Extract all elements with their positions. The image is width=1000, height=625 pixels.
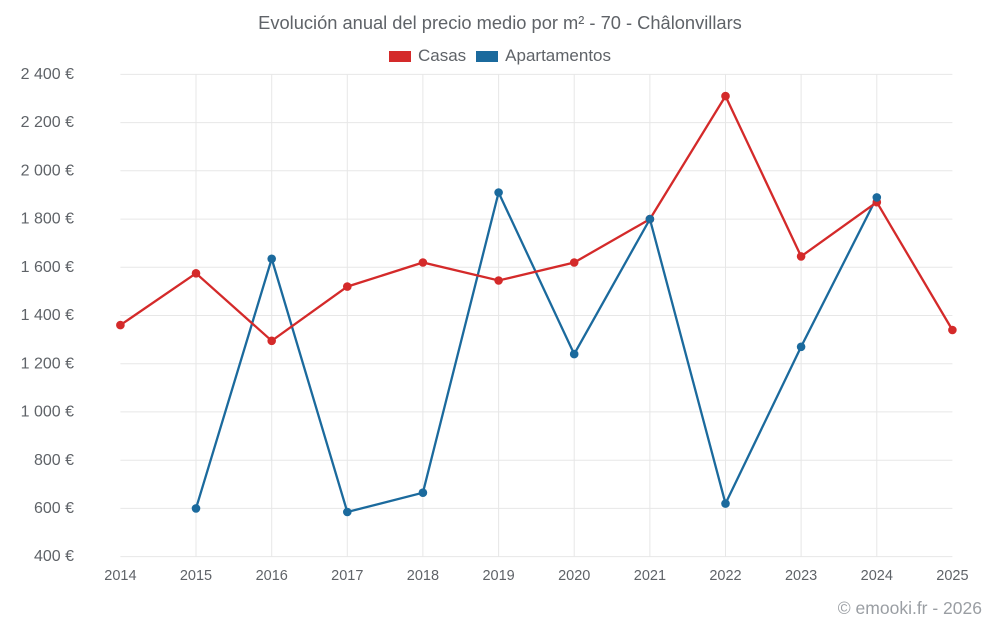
svg-text:2 000 €: 2 000 € (21, 162, 74, 179)
svg-text:2 200 €: 2 200 € (21, 114, 74, 131)
svg-text:1 600 €: 1 600 € (21, 259, 74, 276)
svg-text:2023: 2023 (785, 568, 817, 584)
svg-text:1 000 €: 1 000 € (21, 404, 74, 421)
svg-text:2017: 2017 (331, 568, 363, 584)
svg-text:1 200 €: 1 200 € (21, 355, 74, 372)
svg-text:2015: 2015 (180, 568, 212, 584)
svg-text:2014: 2014 (104, 568, 136, 584)
svg-text:2 400 €: 2 400 € (21, 66, 74, 83)
svg-text:2020: 2020 (558, 568, 590, 584)
svg-text:400 €: 400 € (34, 548, 74, 565)
svg-text:2018: 2018 (407, 568, 439, 584)
svg-text:2016: 2016 (256, 568, 288, 584)
svg-text:2025: 2025 (936, 568, 968, 584)
svg-text:600 €: 600 € (34, 500, 74, 517)
svg-text:2022: 2022 (709, 568, 741, 584)
svg-text:800 €: 800 € (34, 452, 74, 469)
svg-text:2019: 2019 (482, 568, 514, 584)
svg-text:1 400 €: 1 400 € (21, 307, 74, 324)
svg-text:2021: 2021 (634, 568, 666, 584)
svg-text:2024: 2024 (861, 568, 893, 584)
svg-text:1 800 €: 1 800 € (21, 211, 74, 228)
